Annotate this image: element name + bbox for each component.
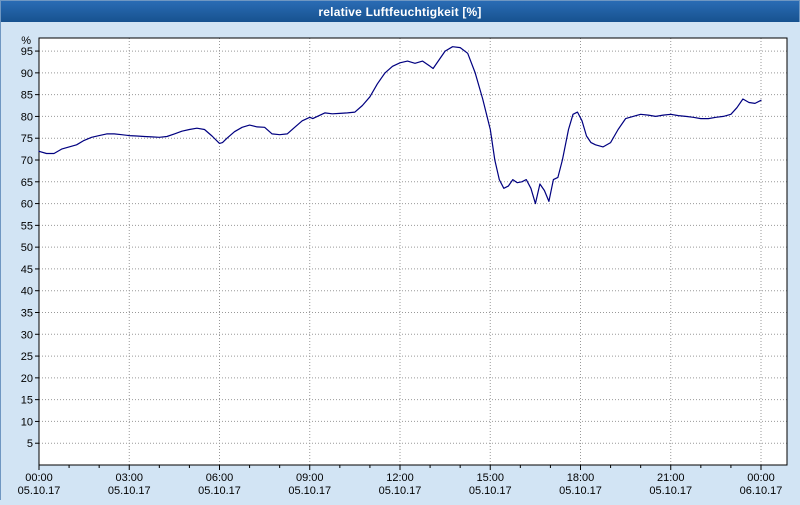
y-tick-label: 75 (21, 133, 33, 145)
y-tick-label: 85 (21, 90, 33, 102)
x-tick-time-label: 09:00 (296, 472, 324, 484)
x-tick-date-label: 05.10.17 (469, 485, 512, 497)
plot-background (39, 38, 787, 465)
x-tick-date-label: 05.10.17 (559, 485, 602, 497)
y-axis-unit-label: % (21, 35, 31, 47)
y-tick-label: 70 (21, 155, 33, 167)
y-tick-label: 65 (21, 177, 33, 189)
x-tick-date-label: 05.10.17 (198, 485, 241, 497)
plot-border (38, 37, 788, 466)
y-tick-label: 45 (21, 264, 33, 276)
y-tick-label: 15 (21, 395, 33, 407)
y-tick-label: 30 (21, 329, 33, 341)
x-tick-time-label: 00:00 (747, 472, 775, 484)
x-tick-time-label: 21:00 (657, 472, 685, 484)
y-tick-label: 25 (21, 351, 33, 363)
y-tick-label: 20 (21, 373, 33, 385)
y-tick-label: 40 (21, 286, 33, 298)
y-tick-label: 60 (21, 199, 33, 211)
chart-area: 5 10 15 20 25 30 35 40 45 50 55 60 65 70 75 80 85 90 95 00:… (1, 22, 800, 505)
x-tick-time-label: 03:00 (115, 472, 143, 484)
x-tick-date-label: 05.10.17 (288, 485, 331, 497)
x-tick-time-label: 18:00 (567, 472, 595, 484)
x-tick-date-label: 05.10.17 (108, 485, 151, 497)
humidity-series-line (38, 46, 762, 205)
x-tick-time-label: 00:00 (25, 472, 53, 484)
y-tick-label: 80 (21, 111, 33, 123)
y-tick-label: 35 (21, 308, 33, 320)
y-tick-label: 50 (21, 242, 33, 254)
x-tick-date-label: 06.10.17 (740, 485, 783, 497)
y-tick-label: 55 (21, 220, 33, 232)
x-tick-time-label: 12:00 (386, 472, 414, 484)
y-tick-label: 5 (27, 438, 33, 450)
x-tick-time-label: 15:00 (476, 472, 504, 484)
x-tick-time-label: 06:00 (206, 472, 234, 484)
y-tick-label: 10 (21, 416, 33, 428)
chart-title-bar: relative Luftfeuchtigkeit [%] (1, 1, 799, 22)
x-tick-date-label: 05.10.17 (18, 485, 61, 497)
x-tick-date-label: 05.10.17 (379, 485, 422, 497)
chart-title: relative Luftfeuchtigkeit [%] (318, 4, 482, 19)
y-tick-label: 90 (21, 68, 33, 80)
y-tick-label: 95 (21, 46, 33, 58)
x-tick-date-label: 05.10.17 (649, 485, 692, 497)
humidity-line-chart: 5 10 15 20 25 30 35 40 45 50 55 60 65 70 75 80 85 90 95 00:… (1, 22, 800, 500)
